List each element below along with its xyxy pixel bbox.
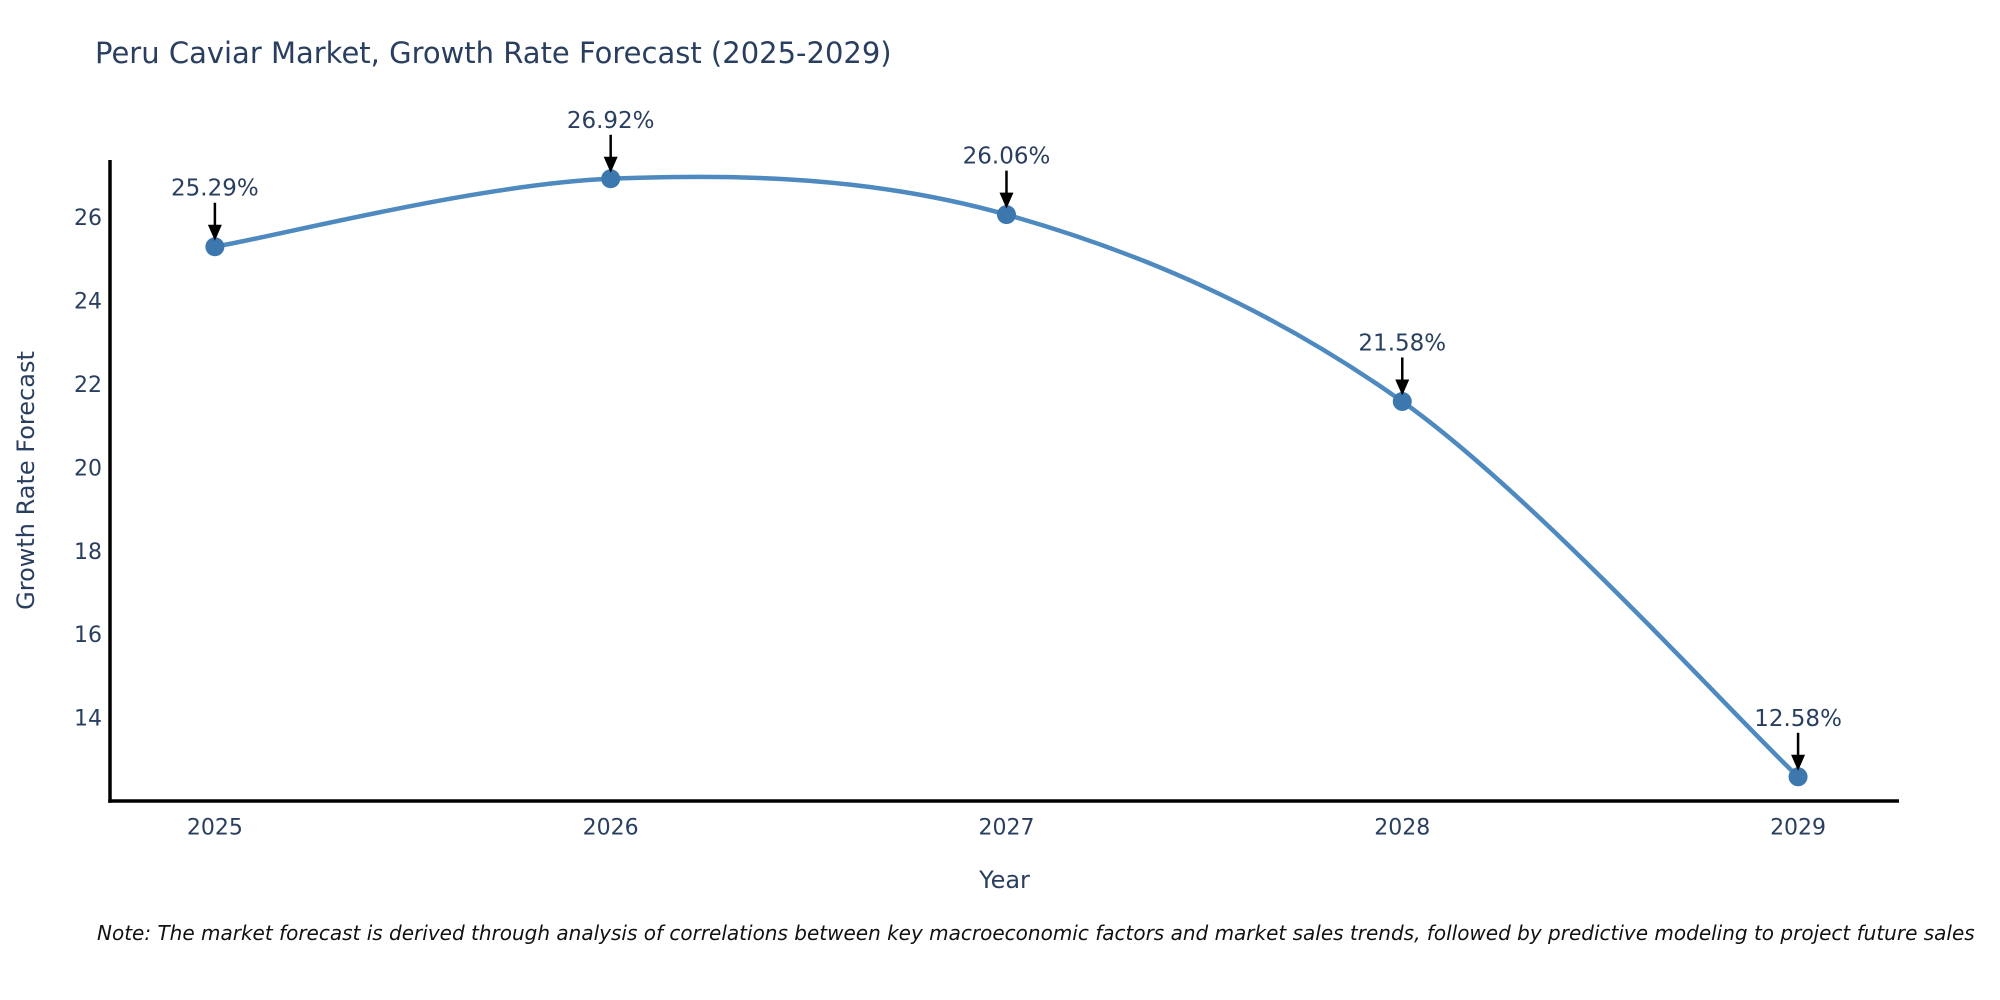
annotation-arrowhead	[1791, 754, 1806, 771]
annotation-text: 26.06%	[963, 144, 1051, 170]
data-point-marker	[1788, 767, 1808, 787]
data-point-marker	[601, 169, 621, 189]
series-line	[212, 174, 1801, 780]
y-axis-title: Growth Rate Forecast	[12, 351, 40, 610]
x-tick-label: 2027	[978, 816, 1034, 841]
annotation-arrowhead	[207, 224, 222, 241]
annotation-text: 21.58%	[1358, 330, 1446, 356]
data-point-marker	[1392, 391, 1412, 411]
annotation-text: 26.92%	[567, 108, 655, 134]
annotation-text: 12.58%	[1754, 706, 1842, 732]
x-tick-label: 2025	[187, 816, 243, 841]
footnote: Note: The market forecast is derived thr…	[97, 921, 1975, 945]
data-point-marker	[205, 237, 225, 257]
y-tick-label: 16	[74, 623, 102, 648]
y-tick-label: 24	[74, 290, 102, 315]
chart-title: Peru Caviar Market, Growth Rate Forecast…	[95, 36, 892, 70]
annotation-arrowhead	[603, 156, 618, 173]
y-tick-label: 18	[74, 540, 102, 565]
y-tick-label: 14	[74, 707, 102, 732]
annotation-text: 25.29%	[171, 176, 259, 202]
x-tick-label: 2026	[583, 816, 639, 841]
x-axis-title: Year	[978, 866, 1030, 894]
annotation-arrowhead	[999, 192, 1014, 209]
data-point-marker	[996, 205, 1016, 225]
y-tick-label: 20	[74, 456, 102, 481]
annotation-arrowhead	[1395, 379, 1410, 396]
x-tick-label: 2028	[1374, 816, 1430, 841]
y-tick-label: 26	[74, 206, 102, 231]
y-tick-label: 22	[74, 373, 102, 398]
x-tick-label: 2029	[1770, 816, 1826, 841]
